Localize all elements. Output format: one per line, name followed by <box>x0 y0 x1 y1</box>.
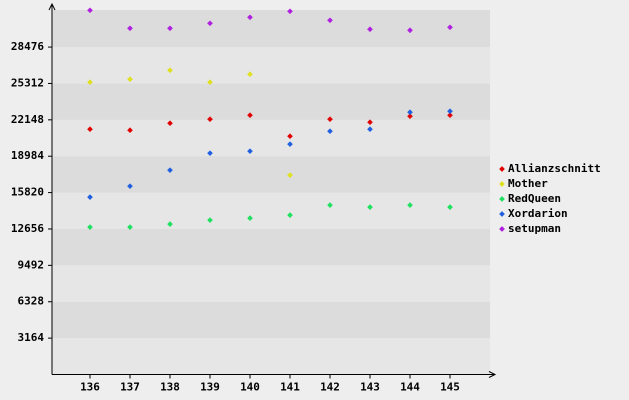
point <box>407 109 413 116</box>
x-tick-label: 145 <box>440 381 460 394</box>
legend-marker <box>499 181 505 187</box>
x-tick-label: 136 <box>80 381 100 394</box>
point <box>327 202 333 208</box>
y-tick-label: 9492 <box>18 258 45 271</box>
point <box>167 221 173 227</box>
point <box>247 112 253 119</box>
legend-marker <box>499 211 505 217</box>
point <box>287 133 293 140</box>
y-tick-label: 25312 <box>11 76 44 89</box>
point <box>167 25 173 32</box>
legend-label: Xordarion <box>508 207 568 220</box>
point <box>167 167 173 173</box>
grid-band <box>52 192 490 229</box>
y-tick-label: 15820 <box>11 186 44 199</box>
point <box>207 20 213 27</box>
grid-band <box>52 228 490 266</box>
legend-label: setupman <box>508 222 561 235</box>
legend-marker <box>499 166 505 172</box>
grid-band <box>52 47 490 84</box>
point <box>287 141 293 148</box>
point <box>207 217 213 223</box>
point <box>87 79 93 86</box>
x-tick-label: 144 <box>400 381 420 394</box>
point <box>447 108 453 115</box>
x-tick-label: 142 <box>320 381 340 394</box>
point <box>247 71 253 78</box>
point <box>287 172 293 178</box>
grid-band <box>52 265 490 302</box>
point <box>447 112 453 119</box>
legend-marker <box>499 226 505 232</box>
x-tick-label: 139 <box>200 381 220 394</box>
point <box>367 119 373 126</box>
grid-band <box>52 83 490 120</box>
point <box>167 67 173 74</box>
point <box>127 25 133 32</box>
x-tick-label: 137 <box>120 381 140 394</box>
grid-band <box>52 301 490 339</box>
point <box>447 24 453 31</box>
y-tick-label: 18984 <box>11 149 44 162</box>
legend-marker <box>499 196 505 202</box>
y-tick-label: 3164 <box>18 331 45 344</box>
point <box>327 116 333 123</box>
point <box>207 116 213 123</box>
y-tick-label: 6328 <box>18 295 45 308</box>
y-tick-label: 12656 <box>11 222 44 235</box>
point <box>287 212 293 218</box>
x-tick-label: 141 <box>280 381 300 394</box>
point <box>247 215 253 221</box>
point <box>327 17 333 24</box>
point <box>247 148 253 155</box>
point <box>407 113 413 120</box>
point <box>87 194 93 200</box>
point <box>367 26 373 33</box>
point <box>367 126 373 133</box>
y-axis-arrow <box>48 2 56 11</box>
point <box>127 224 133 230</box>
point <box>367 204 373 210</box>
point <box>127 127 133 134</box>
point <box>447 204 453 210</box>
x-tick-label: 140 <box>240 381 260 394</box>
point <box>207 79 213 86</box>
point <box>87 224 93 230</box>
x-tick-label: 138 <box>160 381 180 394</box>
point <box>167 120 173 127</box>
legend-label: Allianzschnitt <box>508 162 601 175</box>
y-tick-label: 28476 <box>11 40 44 53</box>
grid-band <box>52 10 490 48</box>
x-tick-label: 143 <box>360 381 380 394</box>
y-tick-label: 22148 <box>11 113 44 126</box>
grid-band <box>52 156 490 193</box>
grid-band <box>52 119 490 157</box>
point <box>407 27 413 34</box>
point <box>407 202 413 208</box>
point <box>207 150 213 156</box>
grid-band <box>52 338 490 375</box>
point <box>127 76 133 83</box>
point <box>327 128 333 135</box>
point <box>127 183 133 189</box>
legend-label: RedQueen <box>508 192 561 205</box>
legend-label: Mother <box>508 177 548 190</box>
x-axis-arrow <box>488 371 497 378</box>
